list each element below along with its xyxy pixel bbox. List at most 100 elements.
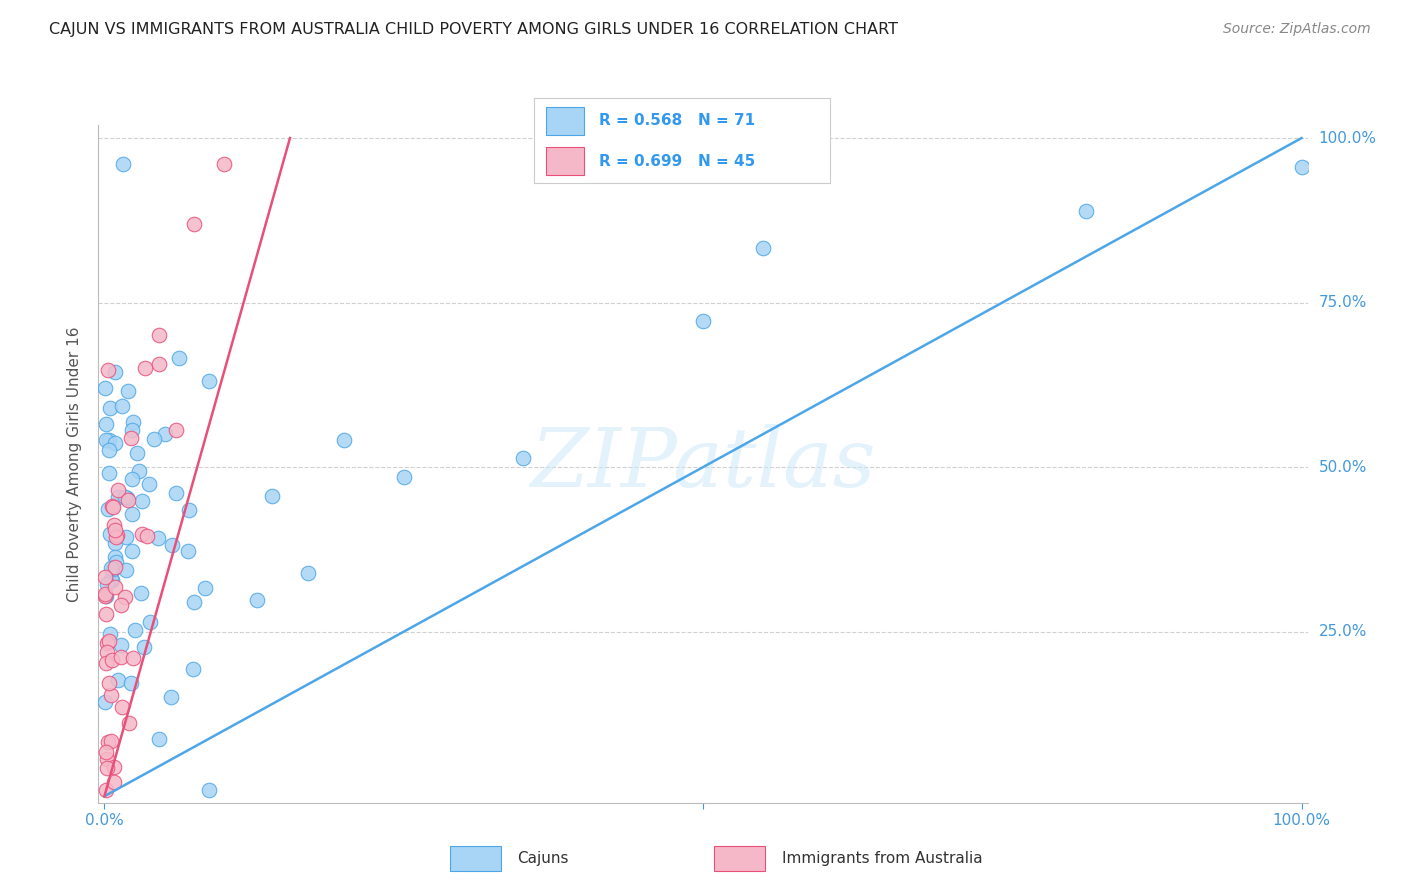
Point xyxy=(98,466,121,480)
Point xyxy=(148,327,170,342)
Point xyxy=(98,676,121,690)
Point xyxy=(94,587,117,601)
Point xyxy=(167,351,190,366)
Point xyxy=(97,633,120,648)
Point xyxy=(96,752,118,766)
Point xyxy=(121,650,143,665)
Point xyxy=(129,586,152,600)
Point xyxy=(159,690,181,704)
Point xyxy=(111,399,134,413)
Point xyxy=(94,589,117,603)
Text: 75.0%: 75.0% xyxy=(1319,295,1367,310)
Point xyxy=(94,656,117,670)
Text: R = 0.699   N = 45: R = 0.699 N = 45 xyxy=(599,153,755,169)
Point xyxy=(148,357,170,371)
Y-axis label: Child Poverty Among Girls Under 16: Child Poverty Among Girls Under 16 xyxy=(67,326,83,601)
Point xyxy=(94,417,117,432)
Point xyxy=(93,570,115,584)
Point xyxy=(101,500,124,514)
Point xyxy=(128,464,150,478)
Point xyxy=(104,555,127,569)
Text: 100.0%: 100.0% xyxy=(1319,130,1376,145)
Point xyxy=(392,470,415,484)
Point xyxy=(111,157,134,171)
Point xyxy=(96,761,118,775)
Point xyxy=(183,662,205,676)
Point xyxy=(198,374,221,388)
Point xyxy=(132,640,155,655)
Point xyxy=(100,627,122,641)
Point xyxy=(94,607,117,622)
Point xyxy=(115,563,138,577)
Point xyxy=(107,483,129,498)
Point xyxy=(96,635,118,649)
Text: 25.0%: 25.0% xyxy=(1319,624,1367,640)
Point xyxy=(165,486,187,500)
Point xyxy=(100,561,122,575)
Point xyxy=(100,689,122,703)
Point xyxy=(103,562,125,576)
Point xyxy=(752,241,775,255)
Point xyxy=(115,530,138,544)
Point xyxy=(104,523,127,537)
Point xyxy=(103,518,125,533)
Text: 50.0%: 50.0% xyxy=(1319,459,1367,475)
Point xyxy=(135,529,157,543)
Point xyxy=(125,446,148,460)
Point xyxy=(104,530,127,544)
Point xyxy=(333,434,356,448)
Point xyxy=(120,676,142,690)
Point xyxy=(114,490,136,504)
Point xyxy=(146,531,169,545)
Bar xyxy=(714,847,765,871)
Point xyxy=(97,362,120,376)
Text: CAJUN VS IMMIGRANTS FROM AUSTRALIA CHILD POVERTY AMONG GIRLS UNDER 16 CORRELATIO: CAJUN VS IMMIGRANTS FROM AUSTRALIA CHILD… xyxy=(49,22,898,37)
Bar xyxy=(546,147,585,175)
Point xyxy=(110,649,132,664)
Point xyxy=(121,415,143,429)
Point xyxy=(96,745,118,759)
Point xyxy=(96,434,118,448)
Point xyxy=(97,442,120,457)
Point xyxy=(114,590,136,604)
Point xyxy=(97,735,120,749)
Point xyxy=(117,384,139,398)
Point xyxy=(103,774,125,789)
Point xyxy=(142,433,165,447)
Point xyxy=(198,782,221,797)
Point xyxy=(117,492,139,507)
Point xyxy=(512,451,534,466)
Text: R = 0.568   N = 71: R = 0.568 N = 71 xyxy=(599,113,755,128)
Point xyxy=(96,576,118,591)
Point xyxy=(100,401,122,415)
Point xyxy=(692,314,714,328)
Point xyxy=(97,501,120,516)
Bar xyxy=(450,847,501,871)
Point xyxy=(94,695,117,709)
Point xyxy=(183,594,205,608)
Point xyxy=(104,436,127,450)
Text: ZIPatlas: ZIPatlas xyxy=(530,424,876,504)
Point xyxy=(111,699,134,714)
Point xyxy=(138,477,160,491)
Text: Immigrants from Australia: Immigrants from Australia xyxy=(782,851,983,866)
Point xyxy=(98,433,121,447)
Point xyxy=(134,361,156,376)
Point xyxy=(96,782,118,797)
Point xyxy=(107,673,129,687)
Point xyxy=(124,623,146,637)
Text: Source: ZipAtlas.com: Source: ZipAtlas.com xyxy=(1223,22,1371,37)
Point xyxy=(104,550,127,565)
Point xyxy=(100,572,122,586)
Point xyxy=(105,528,128,542)
Point xyxy=(101,652,124,666)
Point xyxy=(153,427,176,442)
Point xyxy=(183,218,205,232)
Point xyxy=(297,566,319,580)
Point xyxy=(121,423,143,437)
Point xyxy=(96,589,118,603)
Point xyxy=(110,638,132,652)
Point xyxy=(98,527,121,541)
Point xyxy=(104,365,127,379)
Point xyxy=(121,544,143,558)
